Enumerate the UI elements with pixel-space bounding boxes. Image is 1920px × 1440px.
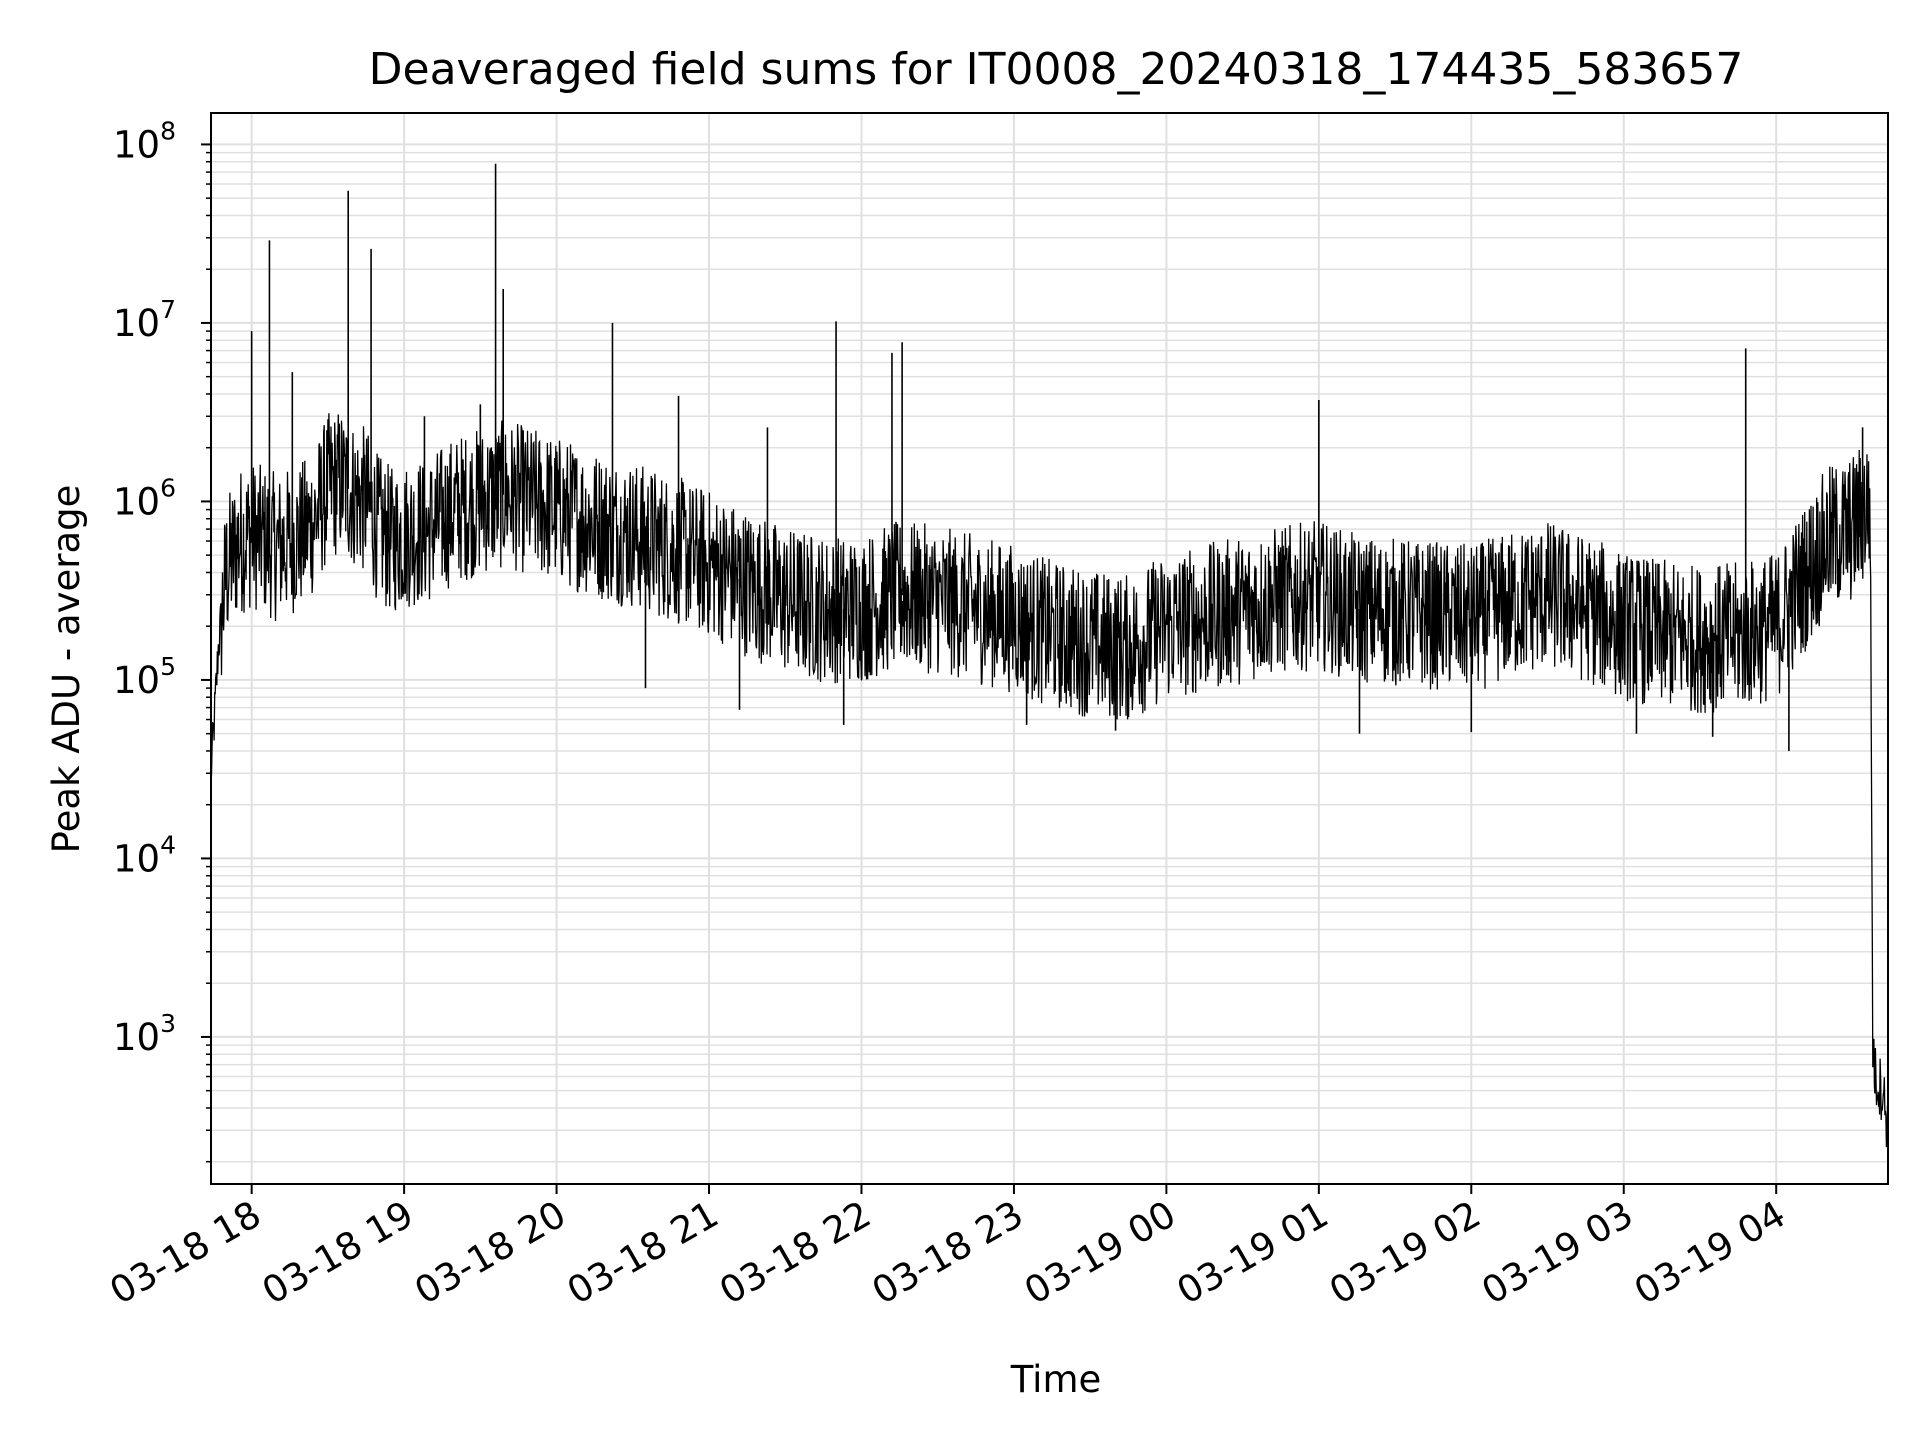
- grid: [211, 113, 1888, 1184]
- y-tick-base: 10: [113, 123, 160, 166]
- y-tick-exponent: 7: [160, 295, 176, 324]
- y-tick-base: 10: [113, 302, 160, 345]
- y-tick-base: 10: [113, 480, 160, 523]
- y-tick-exponent: 3: [160, 1009, 176, 1038]
- y-tick-exponent: 5: [160, 652, 176, 681]
- chart-title: Deaveraged field sums for IT0008_2024031…: [369, 44, 1744, 95]
- x-axis-label: Time: [1010, 1358, 1102, 1401]
- y-tick-base: 10: [113, 659, 160, 702]
- y-tick-label: 105: [113, 652, 176, 702]
- y-axis-label: Peak ADU - average: [45, 485, 88, 854]
- y-tick-label: 103: [113, 1009, 176, 1059]
- y-tick-label: 107: [113, 295, 176, 345]
- y-tick-exponent: 4: [160, 830, 176, 859]
- y-tick-base: 10: [113, 837, 160, 880]
- y-tick-base: 10: [113, 1016, 160, 1059]
- y-tick-label: 106: [113, 473, 176, 523]
- plot-frame: [210, 112, 1889, 1185]
- series-layer: [210, 163, 1889, 1148]
- series-line: [210, 413, 1889, 1148]
- y-tick-exponent: 6: [160, 473, 176, 502]
- y-tick-label: 104: [113, 830, 176, 880]
- y-tick-label: 108: [113, 116, 176, 166]
- y-tick-exponent: 8: [160, 116, 176, 145]
